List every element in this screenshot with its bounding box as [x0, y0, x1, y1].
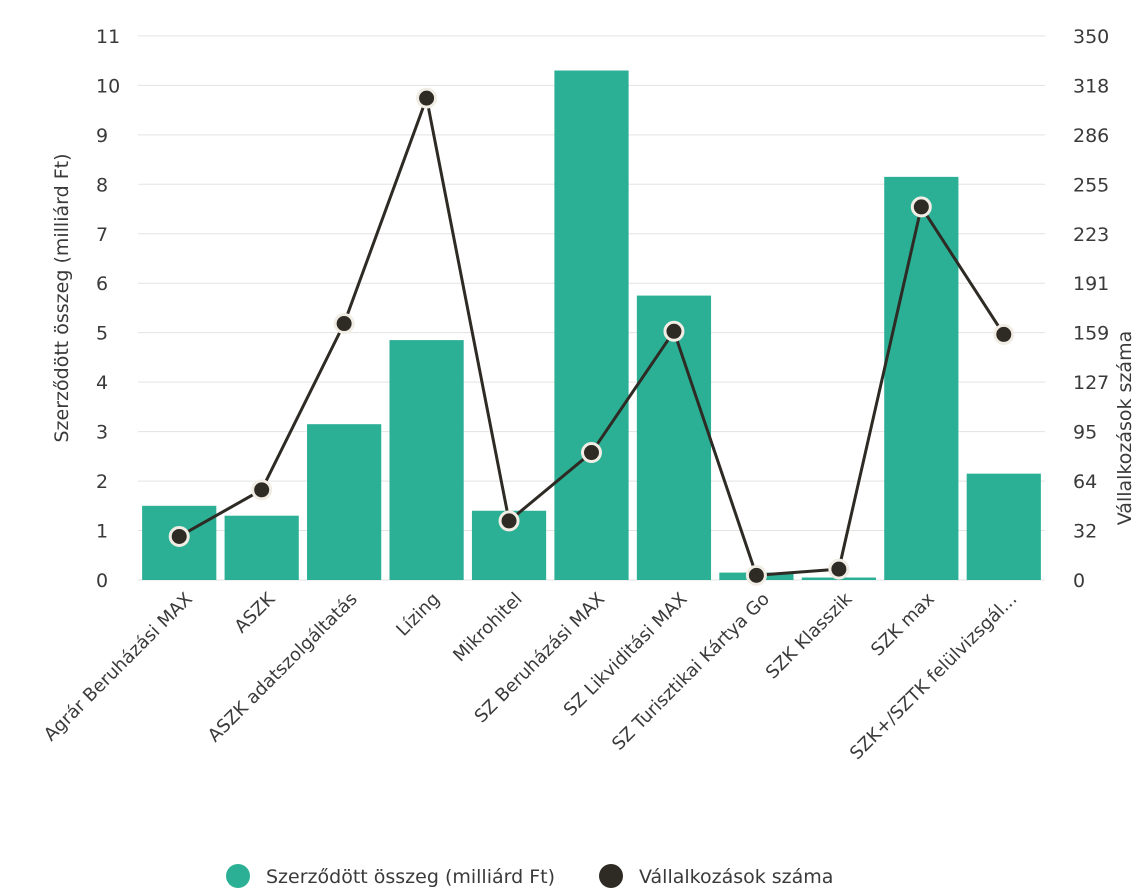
right-tick-label: 318	[1073, 75, 1109, 97]
line-point	[416, 87, 438, 109]
bar	[554, 70, 629, 581]
category-label: ASZK adatszolgáltatás	[204, 589, 362, 747]
left-axis-ticks: 0 1 2 3 4 5 6 7 8 9 10 11	[96, 26, 120, 592]
right-tick-label: 0	[1073, 570, 1085, 592]
left-tick-label: 11	[96, 26, 120, 48]
bar	[307, 424, 382, 580]
line-point	[828, 558, 850, 580]
line-point	[498, 510, 520, 532]
right-tick-label: 191	[1073, 273, 1109, 295]
bar	[224, 515, 299, 580]
line-series	[168, 87, 1015, 586]
left-tick-label: 8	[96, 174, 108, 196]
legend-bar-label: Szerződött összeg (milliárd Ft)	[266, 866, 555, 888]
line-point	[333, 313, 355, 335]
category-label: SZK+/SZTK felülvizsgál...	[846, 589, 1021, 764]
right-tick-label: 95	[1073, 422, 1097, 444]
left-tick-label: 7	[96, 224, 108, 246]
left-tick-label: 6	[96, 273, 108, 295]
right-tick-label: 286	[1073, 125, 1109, 147]
line-point	[251, 479, 273, 501]
left-tick-label: 3	[96, 422, 108, 444]
right-tick-label: 223	[1073, 224, 1109, 246]
line-point	[168, 525, 190, 547]
line-point	[910, 196, 932, 218]
line-point	[745, 564, 767, 586]
bar	[389, 340, 464, 580]
category-label: ASZK	[231, 588, 281, 638]
left-tick-label: 1	[96, 521, 108, 543]
left-tick-label: 9	[96, 125, 108, 147]
right-tick-label: 32	[1073, 521, 1097, 543]
line-point	[581, 442, 602, 464]
category-label: SZK Klasszik	[762, 588, 857, 683]
legend: Szerződött összeg (milliárd Ft) Vállalkoz…	[226, 864, 833, 888]
bar	[636, 295, 712, 580]
right-tick-label: 159	[1073, 323, 1109, 345]
left-tick-label: 5	[96, 323, 108, 345]
right-tick-label: 127	[1073, 372, 1109, 394]
legend-line-swatch	[599, 864, 623, 888]
bar	[966, 473, 1041, 580]
bar	[884, 176, 959, 580]
right-axis-ticks: 0 32 64 95 127 159 191 223 255 286 318 350	[1073, 26, 1109, 592]
category-label: Mikrohitel	[449, 589, 526, 666]
left-axis-title: Szerződött összeg (milliárd Ft)	[51, 154, 73, 443]
left-tick-label: 10	[96, 75, 120, 97]
right-tick-label: 64	[1073, 471, 1097, 493]
line-point	[663, 320, 685, 342]
category-label: Lízing	[392, 589, 444, 641]
category-label: SZK max	[867, 588, 939, 660]
left-tick-label: 2	[96, 471, 108, 493]
right-tick-label: 255	[1073, 174, 1109, 196]
legend-line-label: Vállalkozások száma	[639, 866, 833, 888]
left-tick-label: 4	[96, 372, 108, 394]
left-tick-label: 0	[96, 570, 108, 592]
right-tick-label: 350	[1073, 26, 1109, 48]
category-label: SZ Turisztikai Kártya Go	[608, 589, 774, 755]
right-axis-title: Vállalkozások száma	[1114, 331, 1136, 525]
bar-series	[142, 70, 1041, 581]
legend-bar-swatch	[226, 864, 250, 888]
category-label: Agrár Beruházási MAX	[40, 589, 197, 746]
line-point	[993, 323, 1015, 345]
